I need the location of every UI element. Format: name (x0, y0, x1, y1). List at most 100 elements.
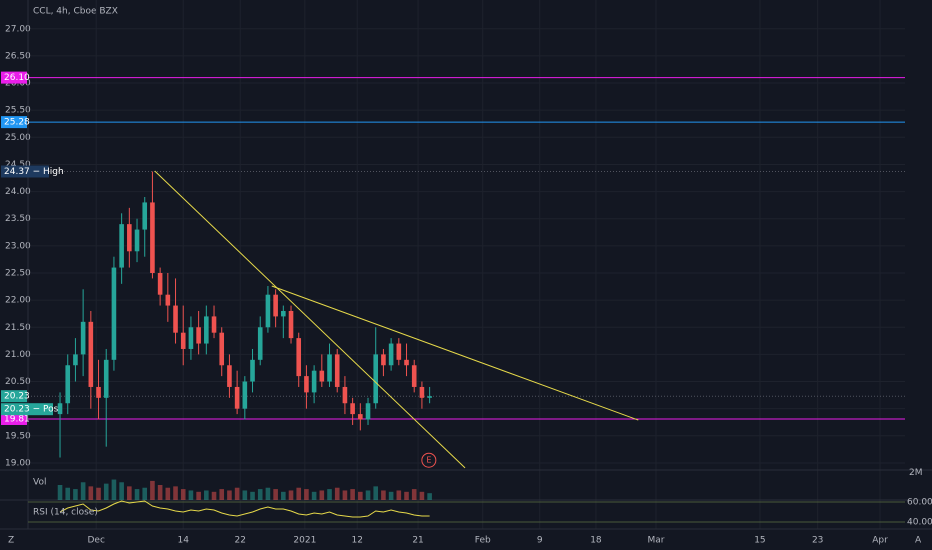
volume-bar (304, 489, 309, 500)
rsi-tick-label: 40.00 (907, 518, 932, 528)
candle-body (150, 202, 155, 273)
price-tag (1, 390, 27, 403)
y-tick-label: 22.50 (5, 268, 31, 278)
y-tick-label: 24.00 (5, 187, 31, 197)
candle-body (396, 343, 402, 360)
x-tick-label: 2021 (293, 536, 316, 546)
y-tick-label: 21.00 (5, 350, 31, 360)
candle-body (404, 359, 409, 366)
rsi-label: RSI (14, close) (33, 508, 98, 518)
price-tag-label: 25.28 (4, 118, 30, 128)
trendline (271, 285, 639, 421)
chart-title: CCL, 4h, Cboe BZX (33, 7, 118, 17)
y-tick-label: 23.50 (5, 214, 31, 224)
y-tick-label: 27.00 (5, 24, 31, 34)
volume-bar (196, 491, 201, 500)
x-tick-label: Feb (475, 536, 491, 546)
y-tick-label: 23.00 (5, 241, 31, 251)
candle-body (311, 370, 317, 393)
volume-bar (88, 486, 94, 500)
trendline (154, 170, 466, 469)
volume-bar (173, 486, 178, 500)
volume-bar (111, 479, 117, 500)
volume-bar (311, 491, 317, 500)
volume-bar (142, 487, 148, 500)
y-tick-label: 19.00 (5, 458, 31, 468)
price-tag-label: 19.81 (4, 414, 30, 424)
candle-body (319, 370, 325, 382)
candle-body (327, 354, 332, 382)
volume-bar (350, 489, 355, 500)
candle-body (211, 316, 217, 333)
x-tick-label: 15 (754, 536, 765, 546)
candle-body (296, 338, 302, 377)
volume-bar (219, 489, 225, 500)
candle-body (204, 316, 209, 344)
candle-body (142, 202, 148, 230)
candle-body (350, 403, 355, 415)
price-tag (1, 165, 49, 178)
volume-bar (419, 491, 425, 500)
candle-body (227, 365, 232, 387)
candle-body (180, 332, 186, 349)
candle-body (334, 354, 340, 387)
candle-body (365, 403, 371, 420)
candle-body (96, 386, 101, 398)
volume-bar (281, 491, 286, 500)
price-tag-label: 24.37 − High (4, 167, 64, 177)
volume-bar (373, 486, 379, 500)
x-tick-label: 18 (590, 536, 602, 546)
candle-body (388, 343, 394, 366)
volume-bar (57, 485, 63, 500)
volume-bar (404, 491, 409, 500)
volume-bar (342, 490, 348, 500)
rsi-line (59, 500, 430, 518)
volume-bar (257, 489, 263, 500)
candle-body (381, 354, 386, 366)
volume-bar (165, 487, 171, 500)
candle-body (288, 310, 294, 339)
candle-body (358, 414, 363, 420)
candle-body (196, 327, 201, 344)
y-tick-label: 25.00 (5, 133, 31, 143)
volume-bar (411, 489, 417, 500)
post-tag (1, 403, 53, 416)
volume-bar (119, 482, 124, 500)
volume-bar (334, 487, 340, 500)
price-tag-label: 26.10 (4, 73, 30, 83)
price-tag (1, 116, 27, 129)
y-tick-label: 21.50 (5, 323, 31, 333)
candle-body (281, 310, 286, 317)
candle-body (273, 294, 278, 317)
y-tick-label: 22.00 (5, 296, 31, 306)
volume-tick-label: 2M (909, 468, 923, 478)
candle-body (250, 359, 255, 382)
candle-body (127, 224, 132, 252)
x-tick-label: 12 (352, 536, 363, 546)
volume-bar (250, 491, 255, 500)
candle-body (111, 267, 117, 360)
earnings-marker (421, 452, 437, 468)
volume-bar (103, 483, 109, 500)
volume-bar (180, 489, 186, 500)
volume-bar (73, 489, 78, 500)
x-tick-label: Mar (647, 536, 664, 546)
volume-bar (288, 490, 294, 500)
volume-bar (96, 487, 101, 500)
y-tick-label: 26.50 (5, 51, 31, 61)
candle-body (65, 365, 71, 404)
volume-bar (265, 487, 271, 500)
candle-body (88, 321, 94, 387)
volume-bar (80, 482, 86, 500)
candle-body (188, 327, 194, 349)
x-tick-label: 22 (234, 536, 245, 546)
x-tick-label: 9 (537, 536, 543, 546)
candle-body (242, 381, 248, 409)
volume-bar (427, 493, 432, 500)
x-tick-label: 21 (412, 536, 423, 546)
volume-bar (211, 491, 217, 500)
y-tick-label: 19.50 (5, 431, 31, 441)
candle-body (165, 294, 171, 306)
